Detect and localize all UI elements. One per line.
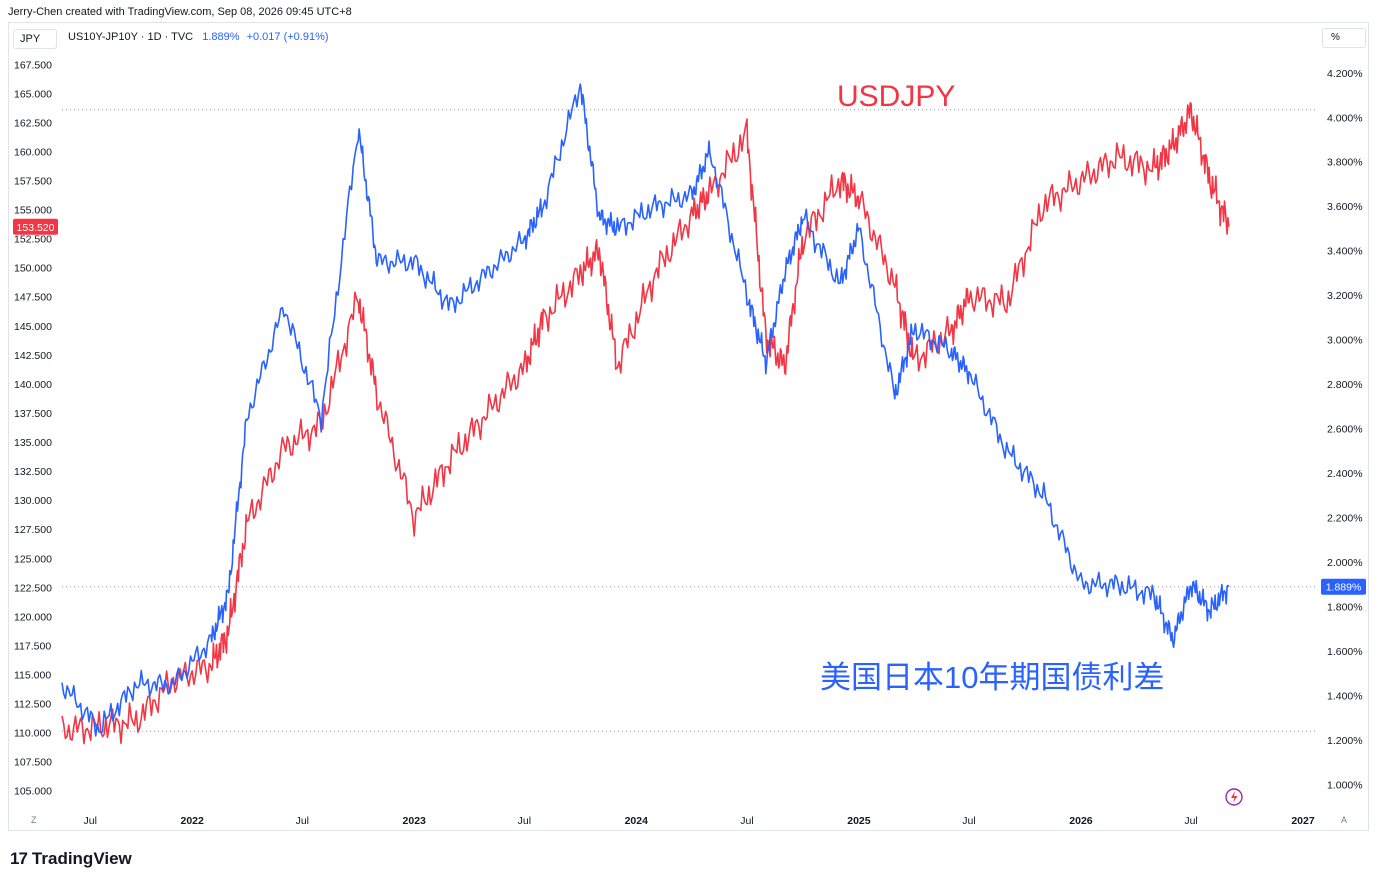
time-tick-label: Jul (296, 815, 309, 827)
spread-last-label: 1.889% (1326, 582, 1362, 594)
chart-frame (8, 22, 1369, 831)
right-tick-label: 1.000% (1327, 779, 1363, 791)
left-axis-ticks: 167.500 165.000 162.500 160.000 157.500 155.0… (14, 59, 52, 797)
right-tick-label: 2.600% (1327, 424, 1363, 436)
left-tick-label: 152.500 (14, 234, 52, 246)
left-tick-label: 160.000 (14, 146, 52, 158)
right-tick-label: 1.400% (1327, 690, 1363, 702)
tradingview-logo[interactable]: 17 TradingView (10, 849, 132, 869)
left-tick-label: 122.500 (14, 582, 52, 594)
series-line-spread[interactable] (61, 83, 1230, 737)
right-tick-label: 3.600% (1327, 201, 1363, 213)
replay-icon[interactable] (1225, 788, 1243, 806)
attribution-text: Jerry-Chen created with TradingView.com,… (8, 6, 352, 18)
usdjpy-last-label: 153.520 (17, 222, 55, 234)
right-tick-label: 4.000% (1327, 112, 1363, 124)
right-tick-label: 3.000% (1327, 335, 1363, 347)
left-tick-label: 150.000 (14, 263, 52, 275)
left-tick-label: 145.000 (14, 321, 52, 333)
left-tick-label: 157.500 (14, 176, 52, 188)
right-tick-label: 3.800% (1327, 157, 1363, 169)
left-tick-label: 132.500 (14, 466, 52, 478)
time-axis-ticks: Jul 2022 Jul 2023 Jul 2024 Jul 2025 Jul 2026 Jul 20… (84, 815, 1315, 827)
time-tick-label: 2022 (181, 815, 205, 827)
time-tick-label: 2025 (847, 815, 871, 827)
left-tick-label: 137.500 (14, 408, 52, 420)
change-value: +0.017 (+0.91%) (246, 31, 329, 43)
left-tick-label: 110.000 (14, 728, 51, 740)
dotted-guides (62, 109, 1315, 732)
left-tick-label: 127.500 (14, 524, 52, 536)
symbol-legend[interactable]: US10Y-JP10Y · 1D · TVC 1.889% +0.017 (+0… (68, 31, 329, 43)
left-tick-label: 162.500 (14, 117, 52, 129)
scale-button[interactable]: % (1322, 28, 1366, 48)
right-tick-label: 1.200% (1327, 735, 1363, 747)
right-tick-label: 2.200% (1327, 513, 1363, 525)
right-tick-label: 2.400% (1327, 468, 1363, 480)
right-tick-label: 2.000% (1327, 557, 1363, 569)
tradingview-mark-icon: 17 (10, 849, 28, 868)
right-axis-ticks: 4.200% 4.000% 3.800% 3.600% 3.400% 3.200% 3.00… (1327, 68, 1363, 792)
right-tick-label: 1.600% (1327, 646, 1363, 658)
usdjpy-last-badge (13, 218, 58, 235)
time-tick-label: 2024 (625, 815, 649, 827)
time-tick-label: Jul (962, 815, 975, 827)
axis-corner-right[interactable]: A (1341, 815, 1348, 825)
annotations: USDJPY 美国日本10年期国债利差 (820, 80, 1164, 695)
time-tick-label: 2023 (403, 815, 427, 827)
left-tick-label: 140.000 (14, 379, 52, 391)
annotation-usdjpy[interactable]: USDJPY (837, 80, 955, 113)
series-lines (61, 83, 1230, 745)
time-tick-label: Jul (518, 815, 531, 827)
last-value-badges: 153.520 1.889% (13, 218, 1366, 595)
left-tick-label: 125.000 (14, 553, 52, 565)
left-tick-label: 120.000 (14, 611, 52, 623)
tradingview-wordmark: TradingView (31, 849, 132, 868)
left-tick-label: 115.000 (14, 669, 51, 681)
right-tick-label: 1.800% (1327, 602, 1363, 614)
series-line-usdjpy[interactable] (61, 102, 1230, 745)
left-tick-label: 147.500 (14, 292, 52, 304)
time-tick-label: Jul (1184, 815, 1197, 827)
time-tick-label: Jul (84, 815, 97, 827)
left-tick-label: 167.500 (14, 59, 52, 71)
right-tick-label: 3.400% (1327, 246, 1363, 258)
time-tick-label: 2026 (1069, 815, 1093, 827)
left-tick-label: 130.000 (14, 495, 52, 507)
time-tick-label: 2027 (1291, 815, 1315, 827)
axis-corner-left[interactable]: Z (31, 815, 37, 825)
spread-last-badge (1321, 578, 1366, 595)
currency-button[interactable]: JPY (13, 29, 57, 49)
left-tick-label: 142.500 (14, 350, 52, 362)
left-tick-label: 165.000 (14, 88, 52, 100)
left-tick-label: 105.000 (14, 786, 52, 798)
last-value: 1.889% (202, 31, 240, 43)
symbol-label: US10Y-JP10Y · 1D · TVC (68, 31, 194, 43)
time-tick-label: Jul (740, 815, 753, 827)
left-tick-label: 107.500 (14, 757, 52, 769)
right-tick-label: 2.800% (1327, 379, 1363, 391)
left-tick-label: 155.000 (14, 205, 52, 217)
left-tick-label: 112.500 (14, 699, 51, 711)
right-tick-label: 3.200% (1327, 290, 1363, 302)
left-tick-label: 135.000 (14, 437, 52, 449)
annotation-spread[interactable]: 美国日本10年期国债利差 (820, 660, 1164, 695)
left-tick-label: 117.500 (14, 640, 51, 652)
right-tick-label: 4.200% (1327, 68, 1363, 80)
